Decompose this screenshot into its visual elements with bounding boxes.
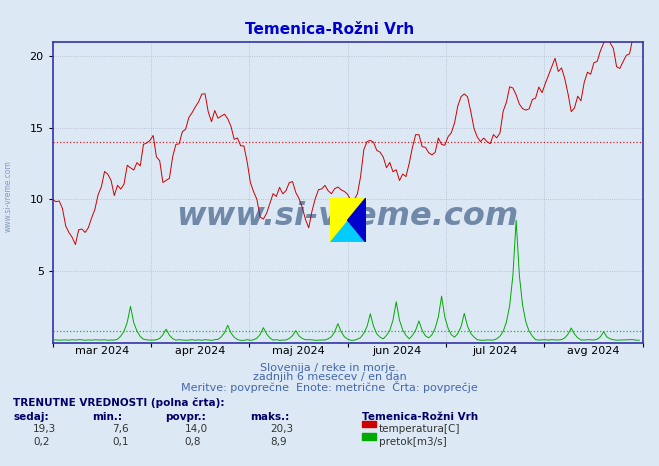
Text: www.si-vreme.com: www.si-vreme.com [177,201,519,232]
Text: Slovenija / reke in morje.: Slovenija / reke in morje. [260,363,399,372]
Text: apr 2024: apr 2024 [175,346,225,356]
Polygon shape [330,198,366,242]
Text: maj 2024: maj 2024 [272,346,325,356]
Text: 0,1: 0,1 [112,437,129,446]
Text: maks.:: maks.: [250,412,290,422]
Text: povpr.:: povpr.: [165,412,206,422]
Text: Meritve: povprečne  Enote: metrične  Črta: povprečje: Meritve: povprečne Enote: metrične Črta:… [181,381,478,393]
Text: 0,8: 0,8 [185,437,201,446]
Text: mar 2024: mar 2024 [74,346,129,356]
Text: 7,6: 7,6 [112,424,129,434]
Text: 14,0: 14,0 [185,424,208,434]
Text: 8,9: 8,9 [270,437,287,446]
Text: Temenica-Rožni Vrh: Temenica-Rožni Vrh [245,22,414,37]
Text: Temenica-Rožni Vrh: Temenica-Rožni Vrh [362,412,478,422]
Text: temperatura[C]: temperatura[C] [379,424,461,434]
Text: min.:: min.: [92,412,123,422]
Text: 20,3: 20,3 [270,424,293,434]
Polygon shape [348,198,366,242]
Text: www.si-vreme.com: www.si-vreme.com [3,160,13,232]
Text: 0,2: 0,2 [33,437,49,446]
Text: sedaj:: sedaj: [13,412,49,422]
Polygon shape [330,198,366,242]
Text: 19,3: 19,3 [33,424,56,434]
Text: jul 2024: jul 2024 [473,346,518,356]
Text: zadnjih 6 mesecev / en dan: zadnjih 6 mesecev / en dan [252,372,407,382]
Text: pretok[m3/s]: pretok[m3/s] [379,437,447,446]
Text: TRENUTNE VREDNOSTI (polna črta):: TRENUTNE VREDNOSTI (polna črta): [13,397,225,408]
Text: jun 2024: jun 2024 [372,346,421,356]
Text: avg 2024: avg 2024 [567,346,619,356]
